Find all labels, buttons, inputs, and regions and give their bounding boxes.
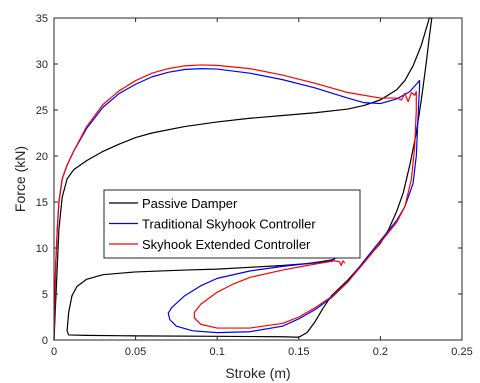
x-tick-label: 0.25 xyxy=(451,346,472,358)
x-axis-title: Stroke (m) xyxy=(225,365,290,381)
legend-label-2: Skyhook Extended Controller xyxy=(142,237,311,252)
x-tick-label: 0.05 xyxy=(125,346,146,358)
y-tick-label: 25 xyxy=(36,105,48,117)
y-tick-label: 5 xyxy=(42,289,48,301)
y-tick-label: 35 xyxy=(36,13,48,25)
legend-box xyxy=(103,189,361,259)
plot-area xyxy=(54,18,462,340)
plot-frame xyxy=(53,17,463,341)
y-axis-title: Force (kN) xyxy=(12,146,28,212)
legend-label-0: Passive Damper xyxy=(142,196,238,211)
legend-label-1: Traditional Skyhook Controller xyxy=(142,217,316,232)
y-tick-label: 0 xyxy=(42,335,48,347)
y-tick-label: 20 xyxy=(36,151,48,163)
series-line-1 xyxy=(53,68,421,341)
series-line-0 xyxy=(53,17,433,341)
x-tick-label: 0.1 xyxy=(210,346,225,358)
series-line-2 xyxy=(53,64,417,341)
y-tick-label: 30 xyxy=(36,59,48,71)
x-tick-label: 0.15 xyxy=(288,346,309,358)
x-tick-label: 0 xyxy=(51,346,57,358)
series-layer xyxy=(53,17,433,341)
legend: Passive Damper Traditional Skyhook Contro… xyxy=(103,189,361,259)
ticks-layer: 0 0.05 0.1 0.15 0.2 0.25 0 5 10 15 20 25 30 35 xyxy=(36,13,473,358)
y-tick-label: 15 xyxy=(36,197,48,209)
y-tick-label: 10 xyxy=(36,243,48,255)
x-tick-label: 0.2 xyxy=(373,346,388,358)
